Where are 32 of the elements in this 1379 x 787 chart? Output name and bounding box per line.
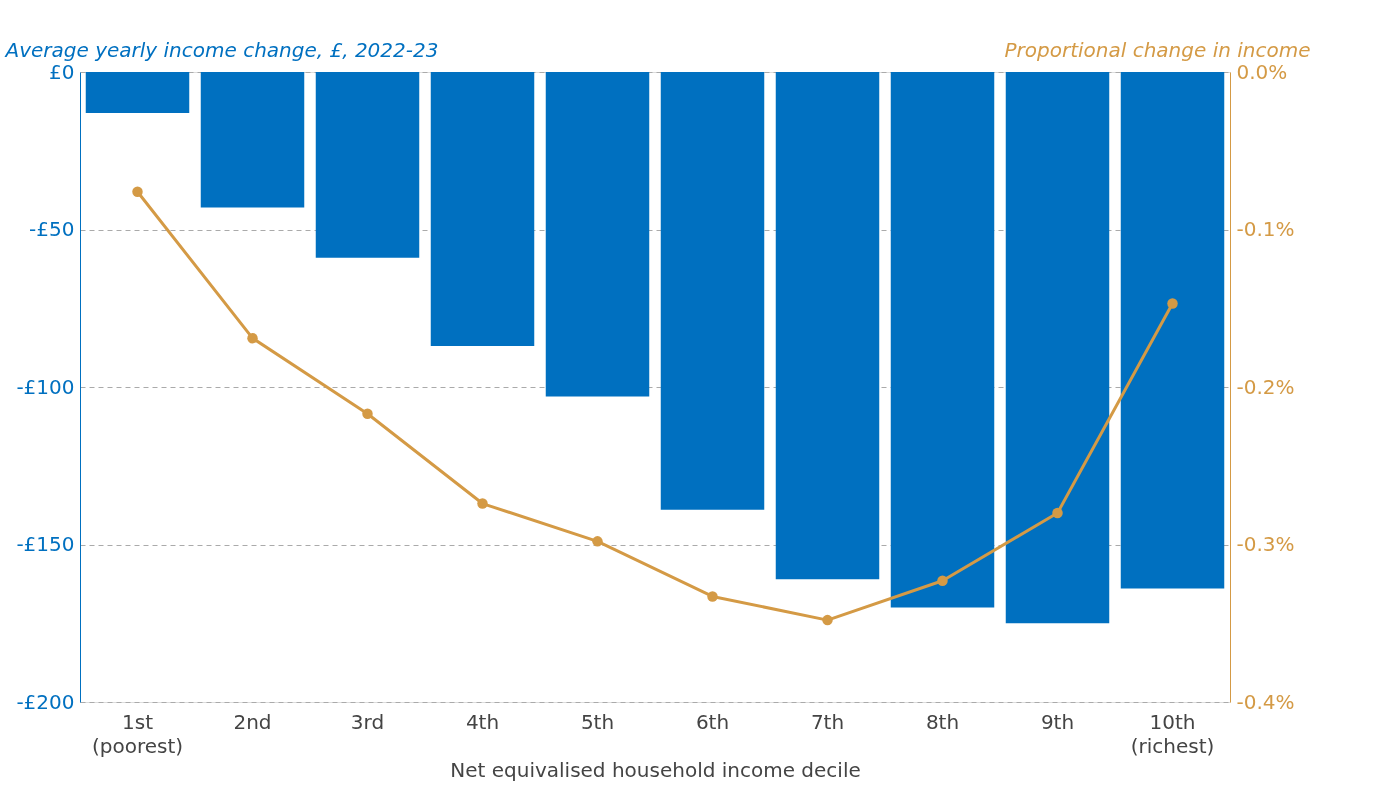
- x-axis-title: Net equivalised household income decile: [450, 757, 861, 782]
- point: [247, 332, 258, 344]
- y2-axis-title: Proportional change in income: [1004, 37, 1311, 62]
- x-tick-label: 6th: [695, 709, 730, 734]
- point: [477, 498, 488, 509]
- point: [592, 536, 603, 547]
- y2-tick-label: -0.1%: [1236, 217, 1295, 241]
- y2-tick-label: -0.2%: [1236, 374, 1295, 399]
- point: [822, 614, 833, 626]
- y-axis-title: Average yearly income change, £, 2022-23: [3, 37, 439, 62]
- y-tick-label: -£200: [16, 689, 75, 714]
- x-tick-label: 5th: [580, 709, 615, 734]
- y2-tick-label: 0.0%: [1236, 59, 1288, 84]
- y-tick-label: -£150: [16, 532, 75, 556]
- x-tick-label: 10th (richest): [1130, 709, 1215, 758]
- x-tick-label: 1st (poorest): [91, 709, 184, 758]
- point: [1167, 298, 1178, 309]
- x-tick-label: 7th: [810, 709, 845, 734]
- y-tick-label: -£50: [29, 217, 75, 241]
- x-tick-label: 2nd: [233, 709, 272, 734]
- x-tick-label: 8th: [925, 709, 960, 734]
- y2-tick-label: -0.4%: [1236, 689, 1295, 714]
- point: [1052, 507, 1063, 519]
- point: [707, 591, 718, 602]
- x-tick-label: 4th: [465, 709, 500, 734]
- x-tick-label: 3rd: [350, 709, 385, 734]
- point: [132, 186, 143, 197]
- point: [362, 408, 373, 420]
- x-tick-label: 9th: [1040, 709, 1075, 734]
- y2-tick-label: -0.3%: [1236, 532, 1295, 556]
- point: [937, 575, 948, 586]
- y-tick-label: -£100: [16, 374, 75, 399]
